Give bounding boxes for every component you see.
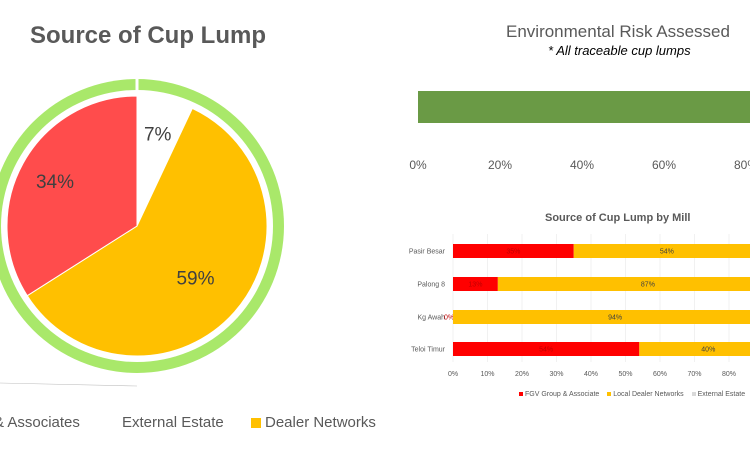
mill-bar-segment [573, 244, 750, 258]
mill-category-label: Palong 8 [417, 282, 445, 289]
mill-bar-segment [453, 342, 640, 356]
risk-x-tick-label: 0% [409, 158, 427, 172]
legend-external-label: External Estate [122, 414, 224, 431]
pie-slice-dealer-networks [26, 107, 268, 357]
mill-chart-title: Source of Cup Lump by Mill [545, 212, 691, 224]
legend-external-estate: External Estate [122, 414, 224, 431]
mill-bar-segment [453, 310, 750, 324]
mill-category-label: Pasir Besar [409, 249, 446, 256]
mill-category-label: Kg Awah [417, 315, 445, 322]
mill-data-label: 54% [660, 249, 674, 256]
pie-slice-fgv-group [6, 95, 138, 297]
legend-dealer-networks: Dealer Networks [251, 414, 376, 431]
mill-x-tick-label: 10% [480, 371, 494, 378]
mill-legend-swatch-fgv [519, 392, 523, 397]
mill-legend-fgv: FGV Group & Associate [525, 391, 600, 398]
pie-chart-title: Source of Cup Lump [30, 22, 266, 49]
mill-data-label: 13% [468, 282, 482, 289]
mill-data-label: 87% [641, 282, 655, 289]
risk-bar [418, 91, 750, 123]
mill-bar-segment [453, 244, 574, 258]
mill-x-tick-label: 80% [722, 371, 736, 378]
mill-category-label: Teloi Timur [411, 347, 446, 354]
mill-legend-dealer: Local Dealer Networks [613, 391, 684, 398]
mill-data-label: 54% [539, 347, 553, 354]
legend-fgv-label: & Associates [0, 414, 80, 431]
mill-x-tick-label: 30% [549, 371, 563, 378]
mill-legend-external: External Estate [697, 391, 746, 398]
pie-chart: 7% 59% 34% [0, 77, 284, 387]
mill-x-tick-label: 70% [687, 371, 701, 378]
mill-x-tick-label: 20% [515, 371, 529, 378]
risk-chart-subtitle: * All traceable cup lumps [548, 43, 691, 58]
legend-dealer-label: Dealer Networks [265, 414, 376, 431]
risk-x-tick-label: 80% [734, 158, 750, 172]
mill-data-label: 40% [701, 347, 715, 354]
mill-x-tick-label: 50% [618, 371, 632, 378]
mill-data-label: 0% [444, 315, 454, 322]
mill-x-tick-label: 40% [584, 371, 598, 378]
mill-legend-swatch-dealer [607, 392, 612, 397]
mill-data-label: 35% [506, 249, 520, 256]
mill-data-label: 94% [608, 315, 622, 322]
mill-bar-segment [639, 342, 750, 356]
mill-stacked-bar-chart: 0% 10% 20% 30% 40% 50% 60% 70% 80% Pasir Besar 35%… [409, 234, 750, 378]
risk-x-tick-label: 20% [488, 158, 512, 172]
legend-dealer-swatch [251, 418, 261, 429]
risk-chart-title: Environmental Risk Assessed [506, 22, 730, 41]
pie-data-label: 7% [144, 124, 172, 145]
legend-fgv-group: & Associates [0, 414, 80, 431]
mill-legend-swatch-external [691, 392, 696, 397]
pie-data-label: 59% [176, 269, 214, 290]
risk-bar-chart: 0% 20% 40% 60% 80% [409, 91, 750, 172]
mill-chart-legend: FGV Group & Associate Local Dealer Netwo… [513, 391, 745, 398]
mill-x-tick-label: 60% [653, 371, 667, 378]
pie-ring-notch [135, 77, 139, 92]
pie-data-label: 34% [36, 172, 74, 193]
mill-bar-segment [453, 277, 498, 291]
pie-baseline [0, 382, 138, 387]
mill-bar-segment [497, 277, 750, 291]
risk-x-tick-label: 40% [570, 158, 594, 172]
mill-x-tick-label: 0% [448, 371, 458, 378]
risk-x-tick-label: 60% [652, 158, 676, 172]
